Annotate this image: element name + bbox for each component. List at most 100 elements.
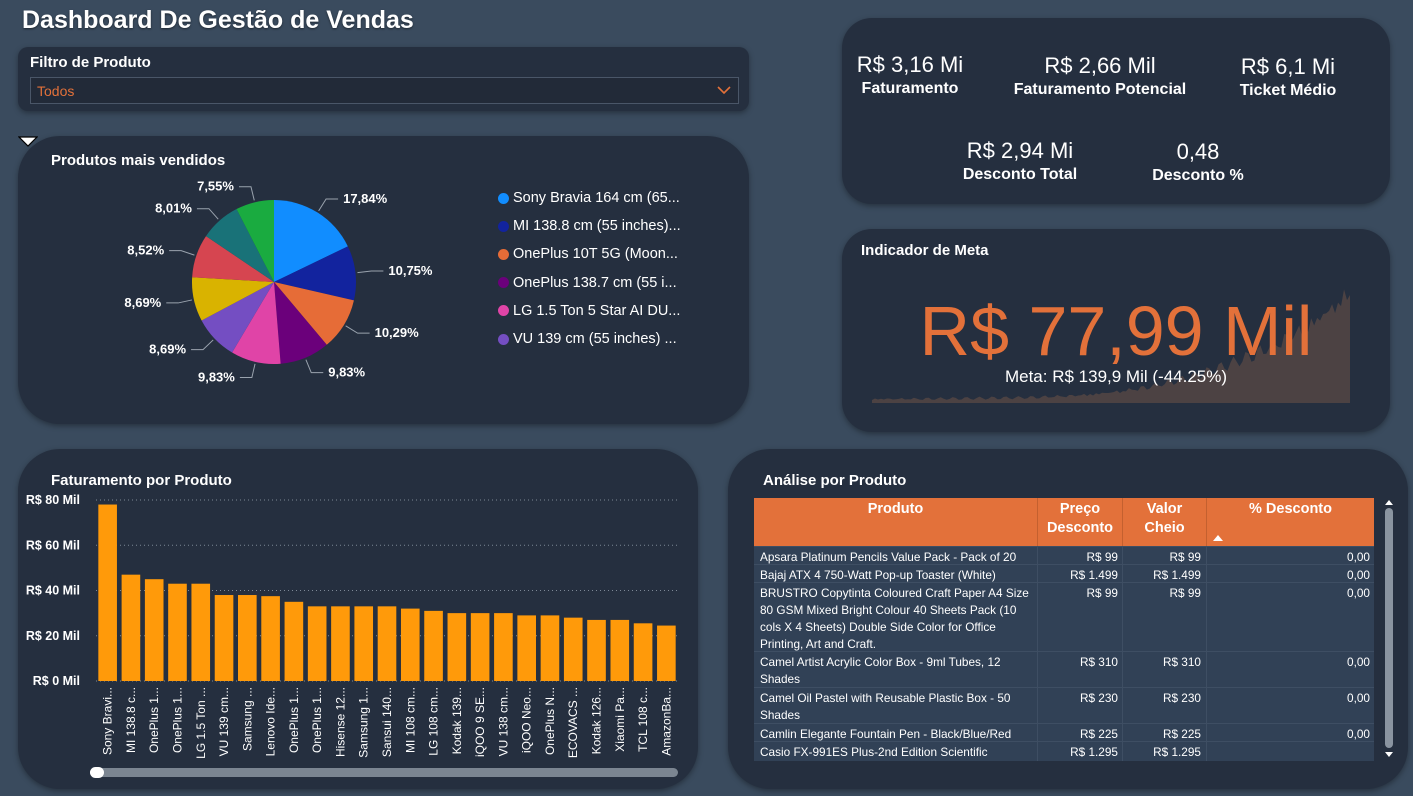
- bar[interactable]: [191, 583, 211, 681]
- bar[interactable]: [214, 595, 234, 681]
- x-tick-label: VU 139 cm...: [217, 687, 231, 756]
- pie-data-label: 10,75%: [388, 263, 433, 278]
- bar[interactable]: [331, 606, 350, 681]
- pie-data-label: 9,83%: [328, 365, 365, 380]
- table-row[interactable]: Apsara Platinum Pencils Value Pack - Pac…: [754, 546, 1374, 564]
- vertical-scrollbar[interactable]: [1383, 498, 1393, 760]
- legend-item[interactable]: VU 139 cm (55 inches) ...: [498, 325, 681, 353]
- kpi-faturamento: R$ 3,16 Mi Faturamento: [850, 52, 970, 98]
- legend-item[interactable]: LG 1.5 Ton 5 Star AI DU...: [498, 297, 681, 325]
- table-row[interactable]: Camel Oil Pastel with Reusable Plastic B…: [754, 687, 1374, 723]
- product-filter-dropdown[interactable]: Todos: [30, 77, 739, 104]
- product-analysis-card: Análise por Produto Produto Preço Descon…: [728, 449, 1408, 789]
- bar[interactable]: [98, 504, 117, 681]
- bar[interactable]: [354, 606, 374, 681]
- table-row[interactable]: BRUSTRO Copytinta Coloured Craft Paper A…: [754, 582, 1374, 651]
- kpi-label: Ticket Médio: [1239, 82, 1337, 99]
- bar[interactable]: [657, 625, 676, 681]
- pie-chart-title: Produtos mais vendidos: [51, 152, 226, 169]
- x-tick-label: TCL 108 c...: [636, 687, 650, 752]
- kpi-desconto-total: R$ 2,94 Mi Desconto Total: [950, 138, 1090, 184]
- legend-item[interactable]: MI 138.8 cm (55 inches)...: [498, 212, 681, 240]
- pie-data-label: 9,83%: [198, 369, 235, 384]
- bar[interactable]: [261, 596, 280, 681]
- bar[interactable]: [470, 613, 490, 681]
- pie-slice[interactable]: [274, 282, 327, 364]
- bar[interactable]: [587, 619, 606, 681]
- table-row[interactable]: Bajaj ATX 4 750-Watt Pop-up Toaster (Whi…: [754, 564, 1374, 582]
- column-divider: [1122, 546, 1123, 761]
- legend-item[interactable]: OnePlus 10T 5G (Moon...: [498, 240, 681, 268]
- kpi-value: R$ 3,16 Mi: [856, 52, 964, 77]
- bar[interactable]: [563, 617, 583, 681]
- col-header-desconto[interactable]: % Desconto: [1206, 498, 1374, 546]
- cell-valor-cheio: R$ 225: [1162, 727, 1201, 741]
- pie-slice[interactable]: [192, 277, 274, 321]
- bar[interactable]: [424, 610, 443, 681]
- bar[interactable]: [121, 574, 141, 681]
- sort-ascending-icon: [1213, 535, 1223, 541]
- pie-leader-line: [318, 198, 339, 212]
- x-tick-label: OnePlus 1...: [287, 687, 301, 753]
- pie-data-label: 7,55%: [197, 179, 234, 194]
- col-header-produto[interactable]: Produto: [867, 501, 924, 517]
- pie-leader-line: [238, 186, 255, 201]
- bar[interactable]: [494, 613, 513, 681]
- pie-leader-line: [305, 359, 324, 374]
- legend-marker: [498, 192, 509, 204]
- col-header-preco-desconto[interactable]: Preço Desconto: [1037, 498, 1122, 546]
- bar[interactable]: [377, 606, 397, 681]
- pie-slice[interactable]: [232, 282, 281, 364]
- bar[interactable]: [284, 601, 304, 681]
- bar[interactable]: [307, 606, 327, 681]
- pie-slice[interactable]: [236, 200, 274, 282]
- x-tick-label: Hisense 12...: [333, 687, 347, 757]
- bar[interactable]: [517, 615, 536, 681]
- kpi-label: Desconto Total: [962, 166, 1078, 183]
- sparkline-area: [872, 289, 1350, 403]
- bar[interactable]: [540, 615, 560, 681]
- scroll-down-icon[interactable]: [1384, 751, 1394, 759]
- goal-trend-sparkline: [872, 289, 1350, 403]
- pie-leader-line: [196, 208, 219, 220]
- legend-item[interactable]: Sony Bravia 164 cm (65...: [498, 184, 681, 212]
- pie-slice[interactable]: [274, 246, 356, 301]
- scrollbar-handle[interactable]: [90, 767, 104, 778]
- filter-label: Filtro de Produto: [30, 54, 151, 71]
- cell-preco-desconto: R$ 1.295: [1070, 745, 1118, 759]
- pie-chart: 17,84% 10,75% 10,29% 9,83% 9,83% 8,69% 8,69% 8,…: [124, 179, 433, 385]
- col-header-valor-cheio[interactable]: Valor Cheio: [1122, 498, 1206, 546]
- cell-desconto: 0,00: [1347, 691, 1370, 705]
- cell-valor-cheio: R$ 99: [1169, 586, 1201, 600]
- bar[interactable]: [168, 583, 187, 681]
- table-row[interactable]: Casio FX-991ES Plus-2nd Edition Scientif…: [754, 741, 1374, 759]
- bar[interactable]: [144, 579, 164, 681]
- filter-value: Todos: [37, 83, 75, 99]
- pie-slice[interactable]: [192, 236, 274, 282]
- kpi-label: Desconto %: [1152, 167, 1244, 184]
- table-row[interactable]: Camlin Elegante Fountain Pen - Black/Blu…: [754, 723, 1374, 741]
- scrollbar-thumb[interactable]: [1385, 508, 1393, 748]
- pie-slice[interactable]: [274, 200, 348, 282]
- table-row[interactable]: Camel Artist Acrylic Color Box - 9ml Tub…: [754, 651, 1374, 687]
- cell-produto: Casio FX-991ES Plus-2nd Edition Scientif…: [760, 745, 988, 759]
- legend-item[interactable]: OnePlus 138.7 cm (55 i...: [498, 269, 681, 297]
- goal-target-text: Meta: R$ 139,9 Mil (-44.25%): [1004, 367, 1228, 386]
- bar[interactable]: [447, 613, 467, 681]
- column-divider: [1206, 546, 1207, 761]
- scroll-up-icon[interactable]: [1384, 498, 1394, 506]
- x-tick-label: LG 108 cm...: [427, 687, 441, 756]
- bar[interactable]: [400, 608, 420, 681]
- pie-slice[interactable]: [206, 209, 274, 282]
- pie-slice[interactable]: [274, 282, 354, 345]
- bar[interactable]: [633, 623, 653, 681]
- horizontal-scrollbar[interactable]: [90, 767, 678, 778]
- bar[interactable]: [238, 595, 257, 681]
- pie-leader-line: [239, 363, 256, 378]
- pie-slice[interactable]: [201, 282, 274, 353]
- x-tick-label: LG 1.5 Ton ...: [194, 687, 208, 759]
- legend-scroll-down-icon[interactable]: [18, 136, 38, 148]
- bar[interactable]: [610, 619, 630, 681]
- kpi-label: Faturamento: [861, 80, 959, 97]
- cell-valor-cheio: R$ 1.499: [1153, 568, 1201, 582]
